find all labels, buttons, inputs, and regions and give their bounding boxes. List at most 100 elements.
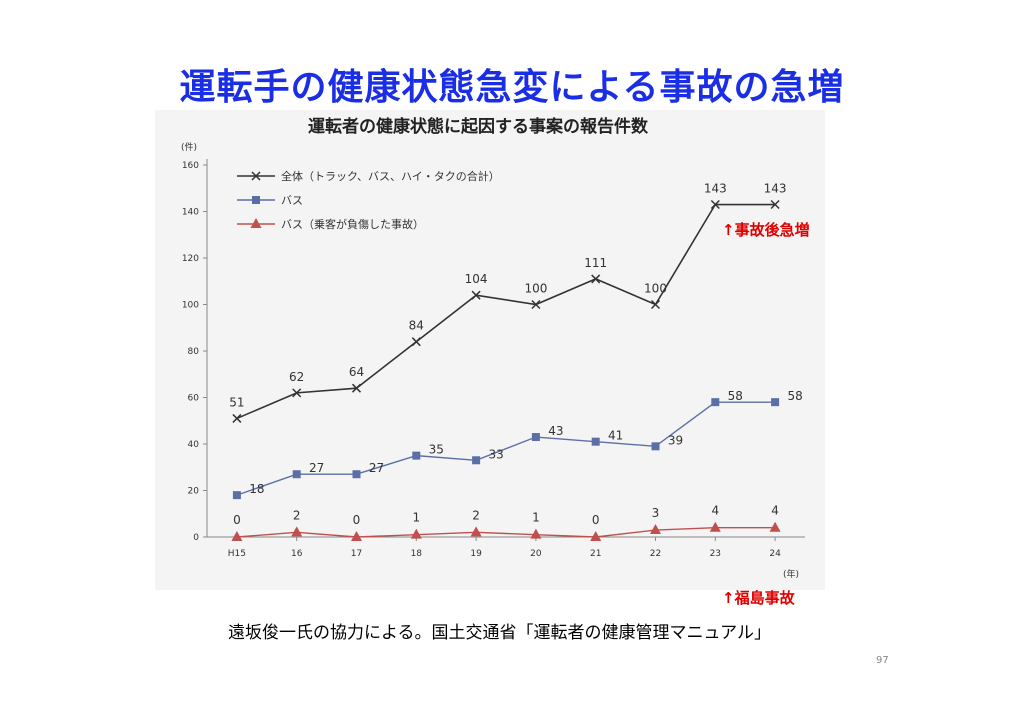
x-tick-label: 19 <box>470 549 482 559</box>
data-label: 2 <box>472 508 480 522</box>
series-2-point <box>531 433 540 442</box>
series-2-point <box>412 451 421 460</box>
data-label: 1 <box>532 511 540 525</box>
marker-stroke <box>251 171 261 181</box>
source-caption: 遠坂俊一氏の協力による。国土交通省「運転者の健康管理マニュアル」 <box>228 623 771 643</box>
series-line-3 <box>236 527 776 538</box>
series-3-point <box>530 528 542 539</box>
y-tick-label: 120 <box>182 254 199 264</box>
x-tick-label: 17 <box>351 549 362 559</box>
y-tick-label: 40 <box>188 440 200 450</box>
marker-stroke <box>710 199 720 210</box>
y-tick-label: 20 <box>188 487 200 497</box>
series-2-point <box>651 442 660 451</box>
y-tick-label: 100 <box>182 301 199 311</box>
marker-stroke <box>591 274 601 284</box>
data-label: 1 <box>412 511 420 525</box>
series-2-point <box>472 456 481 465</box>
series-1-point <box>770 199 780 210</box>
data-label: 4 <box>711 504 719 518</box>
y-axis-label: (件) <box>181 141 197 153</box>
x-tick-label: 23 <box>710 549 721 559</box>
series-3-point <box>769 521 781 532</box>
x-tick-label: H15 <box>228 549 246 559</box>
data-label: 0 <box>592 513 600 527</box>
data-label: 58 <box>728 389 743 403</box>
chart-background <box>155 110 825 590</box>
data-label: 84 <box>409 319 424 333</box>
data-label: 4 <box>771 504 779 518</box>
series-2-point <box>771 398 780 407</box>
x-tick-label: 21 <box>590 549 601 559</box>
line-chart: 運転者の健康状態に起因する事案の報告件数 (件) (年) 02040608010… <box>155 110 825 590</box>
series-3-point <box>470 526 482 537</box>
marker-stroke <box>770 199 780 210</box>
data-label: 2 <box>293 508 301 522</box>
marker-stroke <box>232 413 242 423</box>
series-line-1 <box>236 203 776 420</box>
data-label: 27 <box>309 461 324 475</box>
data-label: 58 <box>787 389 802 403</box>
series-1-point <box>351 383 362 393</box>
legend-marker-3 <box>250 218 262 228</box>
marker-stroke <box>292 388 302 398</box>
x-tick-label: 22 <box>650 549 661 559</box>
data-label: 0 <box>353 513 361 527</box>
series-2-point <box>591 437 600 446</box>
data-label: 64 <box>349 365 364 379</box>
x-tick-label: 20 <box>530 549 542 559</box>
series-3-point <box>291 526 303 537</box>
slide-title: 運転手の健康状態急変による事故の急増 <box>179 67 845 108</box>
x-tick-label: 24 <box>769 549 781 559</box>
series-1-point <box>471 290 481 300</box>
series-3-point <box>709 521 721 532</box>
data-label: 0 <box>233 513 241 527</box>
series-2-point <box>232 491 241 500</box>
series-1-point <box>232 413 242 423</box>
series-1-point <box>650 299 661 310</box>
data-label: 35 <box>429 443 444 457</box>
x-axis-label: (年) <box>783 568 799 580</box>
legend-marker-1 <box>251 171 261 181</box>
data-label: 104 <box>465 272 488 286</box>
legend-marker-2 <box>252 196 260 204</box>
legend-label-1: 全体（トラック、バス、ハイ・タクの合計） <box>281 169 500 183</box>
data-label: 33 <box>488 447 503 461</box>
page-number: 97 <box>876 655 889 666</box>
data-label: 100 <box>524 282 547 296</box>
series-3-point <box>231 531 243 541</box>
annotation-fukushima-accident: ↑福島事故 <box>722 589 795 607</box>
legend-label-2: バス <box>281 194 303 207</box>
marker-stroke <box>531 299 541 310</box>
y-tick-label: 160 <box>182 161 199 171</box>
data-label: 41 <box>608 429 623 443</box>
x-tick-label: 16 <box>291 549 303 559</box>
marker-stroke <box>411 337 421 347</box>
series-1-point <box>292 388 302 398</box>
data-label: 143 <box>764 182 787 196</box>
x-tick-label: 18 <box>411 549 423 559</box>
series-1-point <box>531 299 541 310</box>
data-label: 111 <box>584 256 607 270</box>
marker-stroke <box>650 299 661 310</box>
marker-stroke <box>471 290 481 300</box>
y-tick-label: 0 <box>193 533 199 543</box>
series-1-point <box>411 337 421 347</box>
data-label: 51 <box>229 395 244 409</box>
y-tick-label: 60 <box>188 394 200 404</box>
series-3-point <box>351 531 362 541</box>
series-1-point <box>591 274 601 284</box>
data-label: 143 <box>704 182 727 196</box>
data-label: 43 <box>548 424 563 438</box>
series-1-point <box>710 199 720 210</box>
series-3-point <box>410 528 422 539</box>
series-3-point <box>650 524 661 535</box>
data-label: 18 <box>249 482 264 496</box>
marker-stroke <box>351 383 362 393</box>
series-line-2 <box>236 401 776 496</box>
data-label: 27 <box>369 461 384 475</box>
data-label: 62 <box>289 370 304 384</box>
series-2-point <box>352 470 361 479</box>
data-label: 3 <box>652 506 660 520</box>
annotation-surge-after-accident: ↑事故後急増 <box>722 221 810 239</box>
